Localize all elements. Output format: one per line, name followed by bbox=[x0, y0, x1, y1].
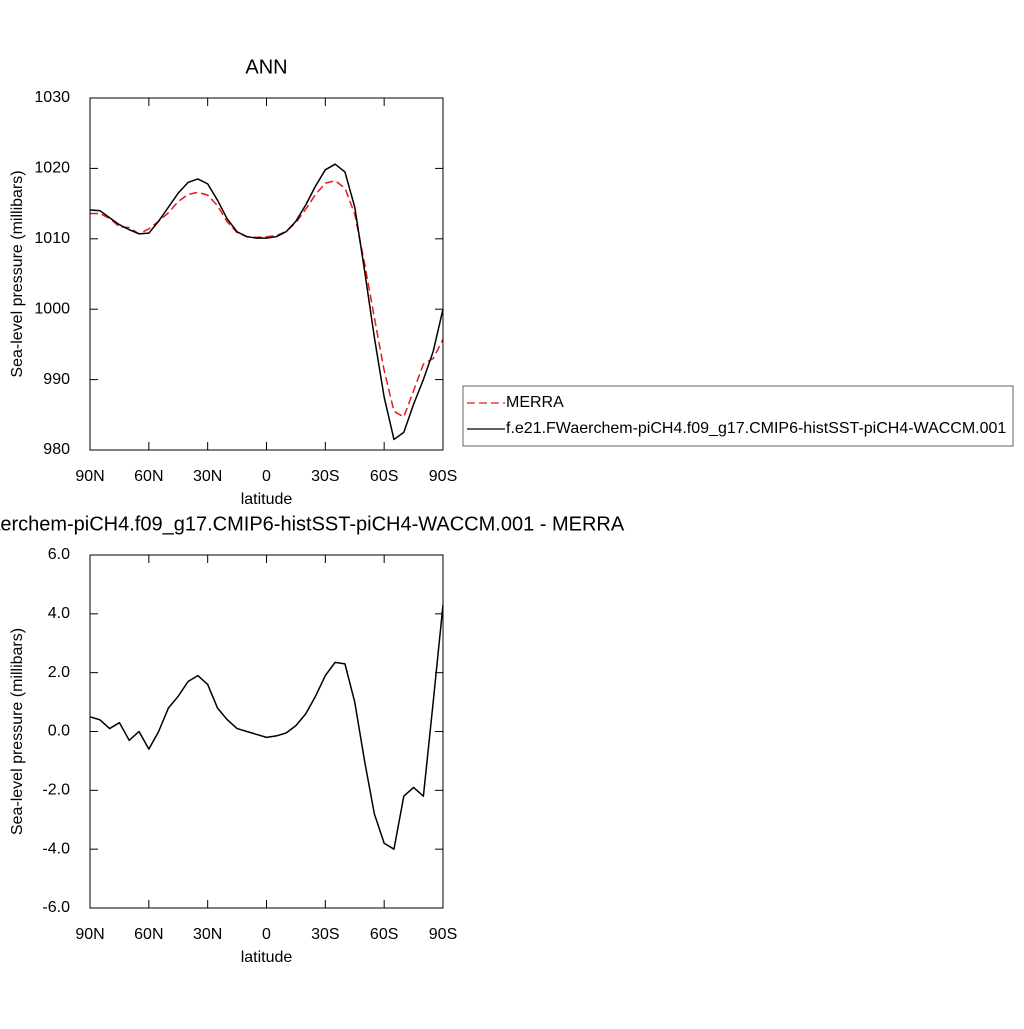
x-tick-label: 30S bbox=[311, 468, 339, 485]
x-tick-label: 90S bbox=[429, 468, 457, 485]
y-tick-label: 1030 bbox=[34, 89, 70, 106]
y-tick-label: -4.0 bbox=[42, 840, 70, 857]
chart-title: ANN bbox=[245, 56, 287, 78]
plot-frame bbox=[89, 554, 444, 909]
legend-box bbox=[462, 385, 1014, 447]
x-tick-label: 90N bbox=[75, 926, 104, 943]
y-tick-label: -2.0 bbox=[42, 782, 70, 799]
chart-title: f.e21.FWaerchem-piCH4.f09_g17.CMIP6-hist… bbox=[0, 513, 625, 535]
y-tick-label: 1020 bbox=[34, 160, 70, 177]
y-axis-label: Sea-level pressure (millibars) bbox=[9, 628, 26, 835]
legend-label: f.e21.FWaerchem-piCH4.f09_g17.CMIP6-hist… bbox=[506, 420, 1006, 437]
y-tick-label: 2.0 bbox=[48, 664, 70, 681]
x-tick-label: 60N bbox=[134, 468, 163, 485]
x-tick-label: 90S bbox=[429, 926, 457, 943]
x-tick-label: 90N bbox=[75, 468, 104, 485]
x-axis-label: latitude bbox=[241, 491, 293, 508]
y-tick-label: 0.0 bbox=[48, 723, 70, 740]
x-tick-label: 60S bbox=[370, 468, 398, 485]
x-tick-label: 0 bbox=[262, 468, 271, 485]
y-tick-label: 990 bbox=[43, 371, 70, 388]
data-line bbox=[89, 163, 444, 441]
data-line bbox=[90, 179, 444, 418]
x-tick-label: 60S bbox=[370, 926, 398, 943]
x-tick-label: 30N bbox=[193, 468, 222, 485]
x-tick-label: 30S bbox=[311, 926, 339, 943]
data-line bbox=[89, 604, 444, 850]
plot-frame bbox=[89, 97, 444, 451]
y-tick-label: 1000 bbox=[34, 300, 70, 317]
x-axis-label: latitude bbox=[241, 949, 293, 966]
y-tick-label: 1010 bbox=[34, 230, 70, 247]
x-tick-label: 60N bbox=[134, 926, 163, 943]
legend-label: MERRA bbox=[506, 394, 564, 411]
x-tick-label: 30N bbox=[193, 926, 222, 943]
y-axis-label: Sea-level pressure (millibars) bbox=[9, 170, 26, 377]
x-tick-label: 0 bbox=[262, 926, 271, 943]
y-tick-label: 980 bbox=[43, 441, 70, 458]
y-tick-label: 6.0 bbox=[48, 546, 70, 563]
y-tick-label: -6.0 bbox=[42, 899, 70, 916]
y-tick-label: 4.0 bbox=[48, 605, 70, 622]
